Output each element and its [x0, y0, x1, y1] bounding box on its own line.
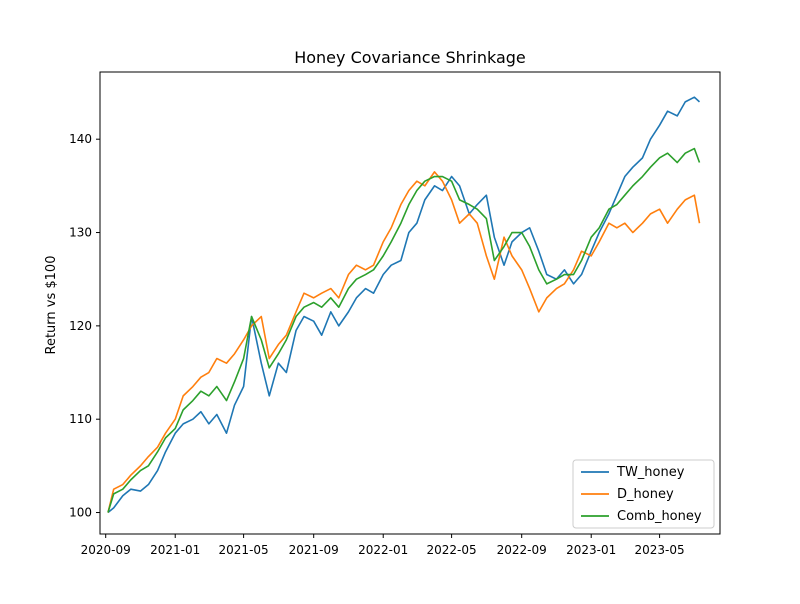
y-axis-label: Return vs $100: [44, 256, 59, 355]
legend-box: [572, 459, 715, 529]
chart-title: Honey Covariance Shrinkage: [294, 48, 526, 67]
y-tick-label: 100: [69, 506, 92, 520]
axis-layer: 2020-09 2021-01 2021-05 2021-09 2022-01 2022-…: [69, 132, 685, 557]
x-tick-label: 2021-01: [150, 543, 200, 557]
x-tick-label: 2022-01: [358, 543, 408, 557]
y-tick-label: 120: [69, 319, 92, 333]
x-tick-label: 2020-09: [81, 543, 131, 557]
plot-frame: [99, 71, 721, 535]
x-tick-label: 2021-05: [219, 543, 269, 557]
series-line-d-honey: [107, 171, 701, 513]
legend: TW_honey D_honey Comb_honey: [572, 459, 715, 529]
x-tick-label: 2023-05: [635, 543, 685, 557]
y-tick-label: 130: [69, 226, 92, 240]
x-tick-label: 2022-05: [427, 543, 477, 557]
series-line-tw-honey: [107, 96, 701, 514]
x-tick-label: 2021-09: [289, 543, 339, 557]
legend-label-comb-honey: Comb_honey: [617, 509, 702, 524]
legend-label-d-honey: D_honey: [617, 487, 674, 502]
x-tick-label: 2023-01: [566, 543, 616, 557]
series-line-comb-honey: [107, 147, 701, 513]
y-tick-label: 110: [69, 412, 92, 426]
series-layer: [107, 96, 701, 514]
x-tick-label: 2022-09: [497, 543, 547, 557]
y-tick-label: 140: [69, 132, 92, 146]
legend-label-tw-honey: TW_honey: [616, 465, 685, 480]
